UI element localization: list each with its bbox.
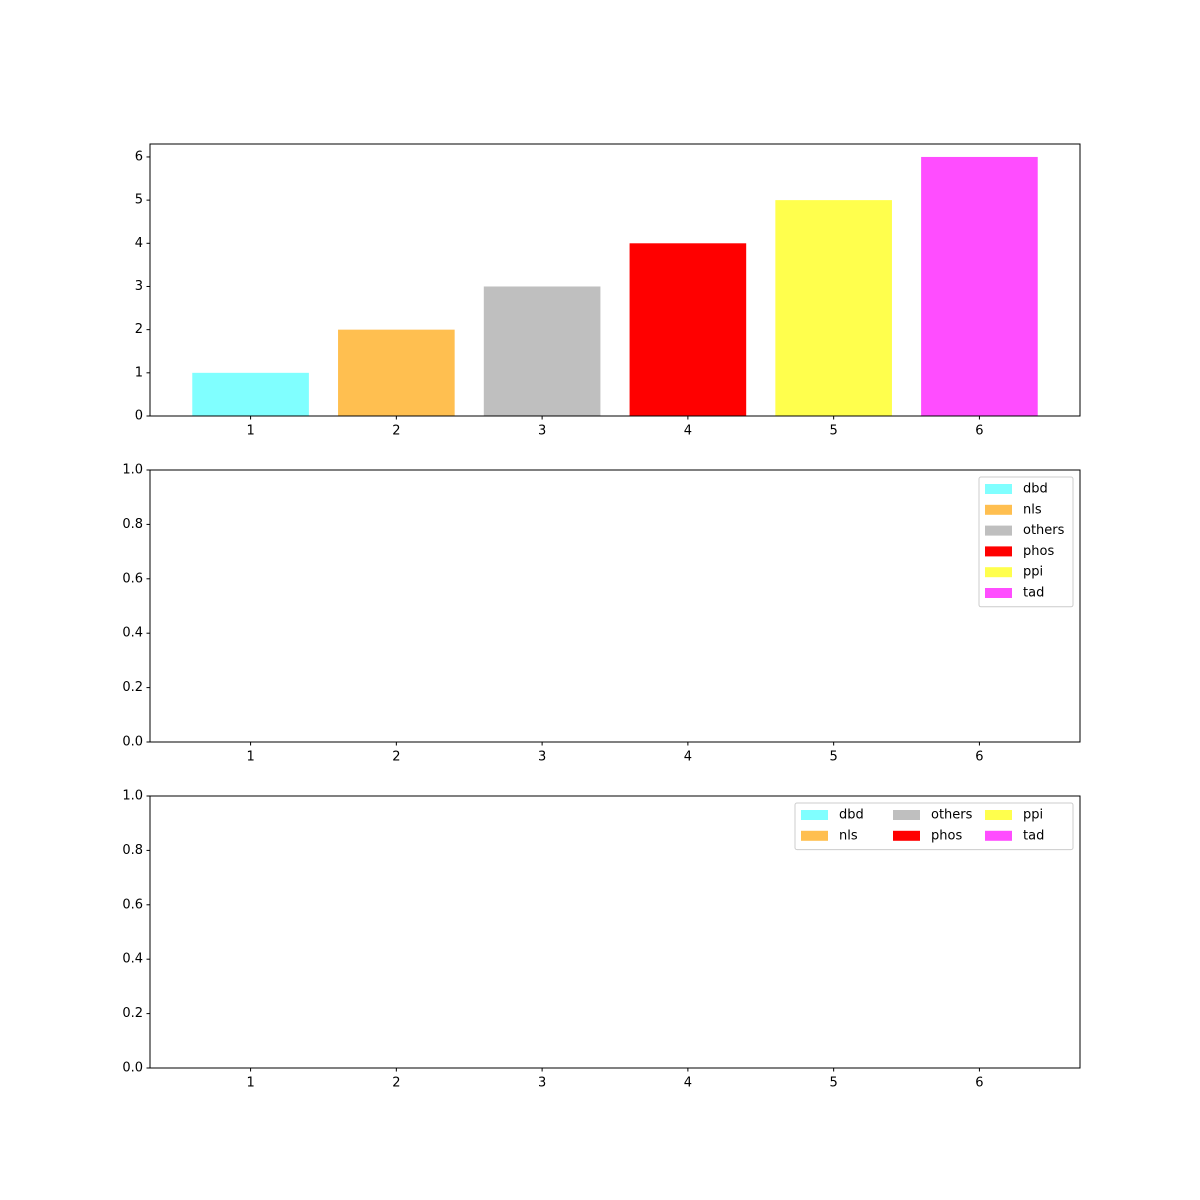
x-tick-label: 2 bbox=[392, 1076, 400, 1091]
y-tick-label: 2 bbox=[135, 322, 143, 337]
legend-label: dbd bbox=[1023, 482, 1048, 497]
legend-swatch bbox=[985, 830, 1012, 841]
legend-label: others bbox=[1023, 523, 1065, 538]
y-tick-label: 0 bbox=[135, 409, 143, 424]
y-tick-label: 1 bbox=[135, 365, 143, 380]
axes-frame bbox=[149, 795, 1081, 1069]
y-tick-label: 1.0 bbox=[122, 463, 143, 478]
y-tick-label: 0.2 bbox=[122, 680, 143, 695]
bar bbox=[483, 286, 601, 416]
legend-swatch bbox=[985, 810, 1012, 820]
legend-swatch bbox=[985, 546, 1012, 557]
x-tick-label: 3 bbox=[538, 1076, 546, 1091]
y-tick-label: 0.2 bbox=[122, 1006, 143, 1021]
legend-swatch bbox=[893, 810, 920, 820]
x-tick-label: 4 bbox=[684, 424, 692, 439]
legend-label: tad bbox=[1023, 586, 1044, 601]
x-tick-label: 6 bbox=[975, 1076, 983, 1091]
legend-label: tad bbox=[1023, 828, 1044, 843]
legend-swatch bbox=[985, 567, 1012, 578]
x-tick-label: 5 bbox=[830, 424, 838, 439]
legend-swatch bbox=[985, 588, 1012, 598]
legend-swatch bbox=[985, 484, 1012, 494]
legend: dbd nls others phos ppi tad bbox=[794, 802, 1074, 851]
y-tick-label: 6 bbox=[135, 149, 143, 164]
legend-swatch bbox=[893, 830, 920, 841]
x-tick-label: 3 bbox=[538, 424, 546, 439]
legend-swatch bbox=[985, 504, 1012, 515]
y-tick-label: 0.4 bbox=[122, 952, 143, 967]
x-tick-label: 4 bbox=[684, 1076, 692, 1091]
y-tick-label: 0.0 bbox=[122, 1061, 143, 1076]
y-tick-label: 0.8 bbox=[122, 517, 143, 532]
y-tick-label: 0.0 bbox=[122, 735, 143, 750]
x-tick-label: 1 bbox=[246, 424, 254, 439]
legend-swatch bbox=[985, 525, 1012, 536]
legend-label: others bbox=[931, 808, 973, 823]
bar bbox=[338, 329, 455, 416]
y-tick-label: 0.4 bbox=[122, 626, 143, 641]
x-tick-label: 4 bbox=[684, 750, 692, 765]
y-tick-label: 5 bbox=[135, 193, 143, 208]
legend-label: nls bbox=[839, 828, 858, 843]
x-tick-label: 3 bbox=[538, 750, 546, 765]
legend-label: phos bbox=[1023, 544, 1054, 559]
legend-swatch bbox=[801, 810, 828, 820]
y-tick-label: 3 bbox=[135, 279, 143, 294]
x-tick-label: 5 bbox=[830, 750, 838, 765]
axes-frame bbox=[149, 469, 1081, 743]
y-tick-label: 0.8 bbox=[122, 843, 143, 858]
x-tick-label: 6 bbox=[975, 424, 983, 439]
legend: dbd nls others phos ppi tad bbox=[978, 476, 1074, 608]
x-tick-label: 2 bbox=[392, 750, 400, 765]
bar bbox=[921, 156, 1038, 416]
legend-label: phos bbox=[931, 828, 962, 843]
y-tick-label: 4 bbox=[135, 236, 143, 251]
y-tick-label: 1.0 bbox=[122, 789, 143, 804]
x-tick-label: 5 bbox=[830, 1076, 838, 1091]
legend-label: ppi bbox=[1023, 808, 1043, 823]
legend-label: dbd bbox=[839, 808, 864, 823]
x-tick-label: 2 bbox=[392, 424, 400, 439]
x-tick-label: 6 bbox=[975, 750, 983, 765]
legend-swatch bbox=[801, 830, 828, 841]
bar bbox=[629, 243, 747, 416]
legend-label: nls bbox=[1023, 502, 1042, 517]
y-tick-label: 0.6 bbox=[122, 897, 143, 912]
x-tick-label: 1 bbox=[246, 750, 254, 765]
x-tick-label: 1 bbox=[246, 1076, 254, 1091]
legend-label: ppi bbox=[1023, 565, 1043, 580]
y-tick-label: 0.6 bbox=[122, 571, 143, 586]
bar bbox=[775, 200, 892, 416]
bar bbox=[192, 372, 309, 416]
axes-frame bbox=[149, 143, 1081, 417]
